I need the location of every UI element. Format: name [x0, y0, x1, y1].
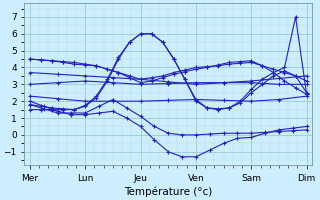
- X-axis label: Température (°c): Température (°c): [124, 186, 212, 197]
